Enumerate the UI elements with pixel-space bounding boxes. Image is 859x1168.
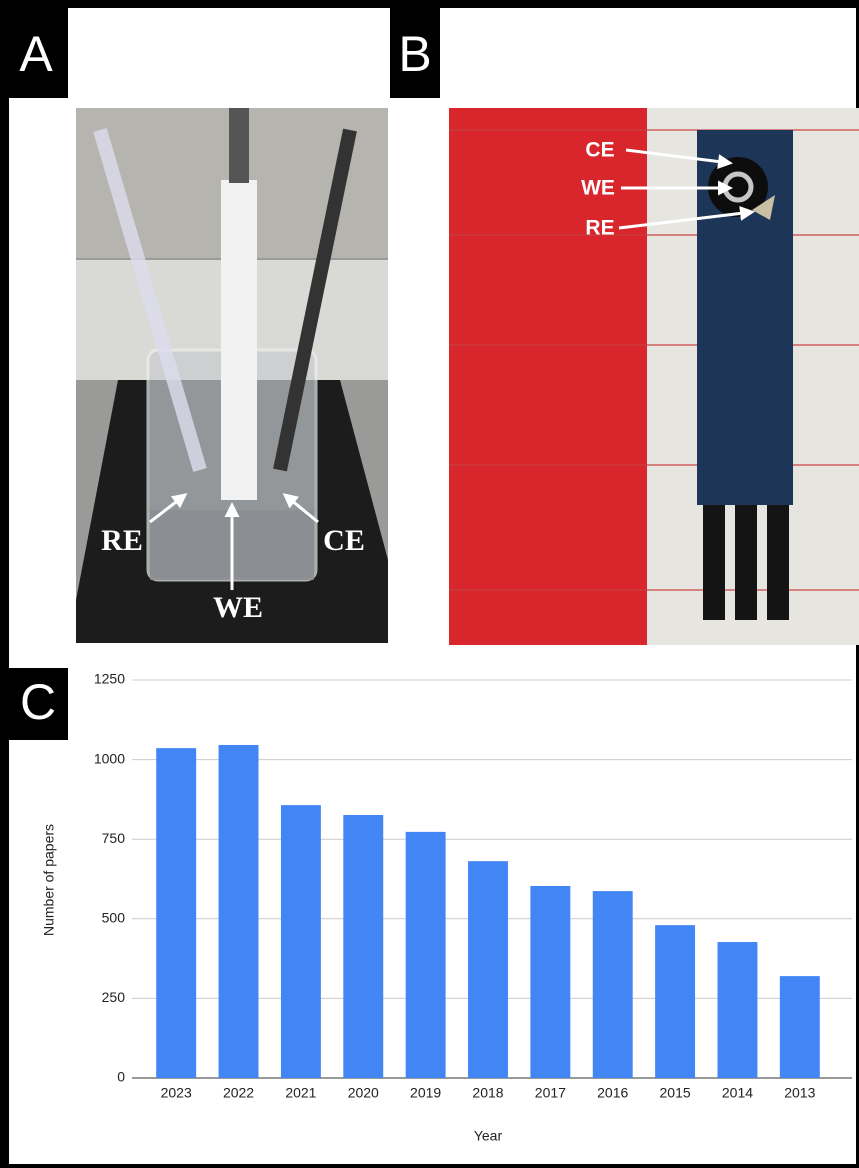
figure: A B C RE WE CE CE WE RE Year Number of p… [0, 0, 859, 1168]
x-tick-label: 2015 [660, 1085, 691, 1101]
panel-label: C [20, 674, 56, 730]
bar [530, 886, 570, 1078]
bar [717, 942, 757, 1078]
y-tick-label: 250 [102, 989, 126, 1005]
y-tick-label: 750 [102, 830, 126, 846]
x-tick-label: 2014 [722, 1085, 753, 1101]
bar [655, 925, 695, 1078]
bar [219, 745, 259, 1078]
electrode-label: CE [323, 524, 365, 557]
y-tick-label: 500 [102, 910, 126, 926]
y-axis-title: Number of papers [41, 824, 57, 936]
y-tick-label: 0 [117, 1069, 125, 1085]
bar [343, 815, 383, 1078]
x-tick-label: 2017 [535, 1085, 566, 1101]
electrode-label: CE [585, 139, 614, 162]
x-tick-label: 2021 [285, 1085, 316, 1101]
bar [593, 891, 633, 1078]
y-tick-label: 1000 [94, 750, 125, 766]
x-tick-label: 2020 [348, 1085, 379, 1101]
x-tick-label: 2023 [161, 1085, 192, 1101]
bar [406, 832, 446, 1078]
panel-label: B [398, 26, 431, 82]
electrode-label: RE [101, 524, 143, 557]
bar [281, 805, 321, 1078]
bar [156, 748, 196, 1078]
y-tick-label: 1250 [94, 671, 125, 687]
electrode-label: RE [585, 217, 614, 240]
x-tick-label: 2019 [410, 1085, 441, 1101]
x-tick-label: 2018 [472, 1085, 503, 1101]
x-axis-title: Year [474, 1128, 503, 1144]
x-tick-label: 2022 [223, 1085, 254, 1101]
panel-label: A [19, 26, 53, 82]
x-tick-label: 2013 [784, 1085, 815, 1101]
electrode-label: WE [581, 177, 615, 200]
x-tick-label: 2016 [597, 1085, 628, 1101]
bar [780, 976, 820, 1078]
electrode-label: WE [213, 591, 263, 624]
bar [468, 861, 508, 1078]
